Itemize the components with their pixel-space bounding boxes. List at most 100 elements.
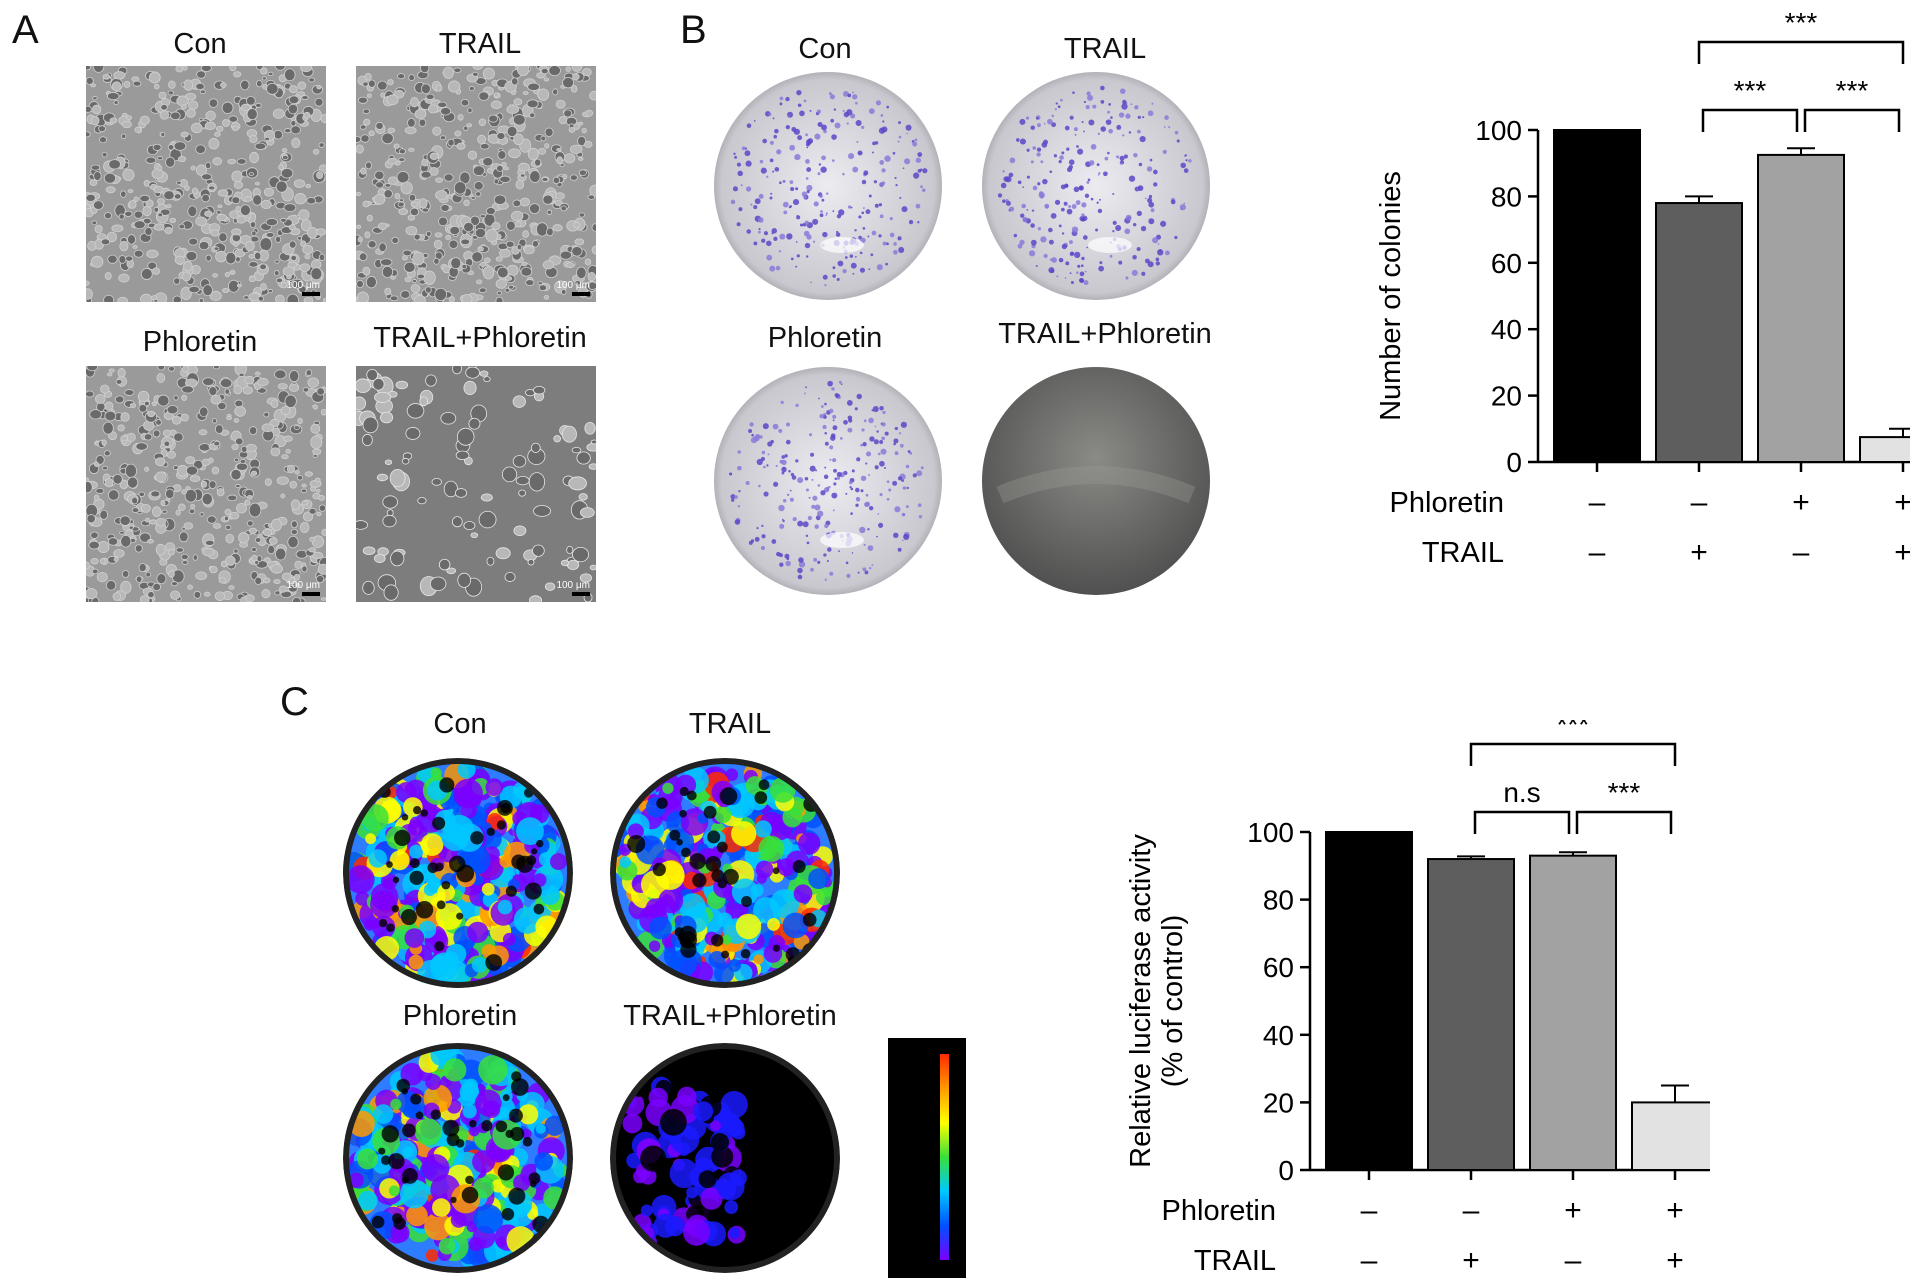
cell-mark (275, 180, 288, 193)
cell-mark (99, 509, 109, 520)
signal-blob (435, 903, 463, 930)
cell-mark (167, 90, 174, 96)
cell-mark (318, 253, 326, 261)
signal-blob (424, 1212, 452, 1241)
colony-dot (1058, 159, 1062, 164)
colony-dot (1108, 128, 1113, 134)
colony-dot (905, 505, 909, 509)
cell-mark (254, 576, 263, 585)
colony-dot (855, 119, 862, 127)
colony-dot (861, 428, 865, 432)
cell-mark (185, 486, 191, 490)
colony-dot (1147, 110, 1154, 117)
colony-dot (857, 150, 863, 156)
cell-mark (126, 115, 132, 121)
cell-mark (306, 197, 317, 205)
luciferase-heatmap-con (343, 758, 573, 988)
colony-dot (1087, 94, 1094, 101)
cell-mark (102, 74, 111, 80)
colony-dot (822, 424, 827, 430)
cell-mark (313, 404, 318, 410)
colony-dot (1002, 199, 1006, 203)
signal-blob (662, 782, 674, 794)
cell-mark (534, 158, 542, 167)
cell-mark (470, 532, 479, 539)
cell-mark (456, 142, 466, 150)
cell-mark (169, 217, 177, 224)
colony-dot (836, 471, 842, 477)
colony-dot (758, 217, 764, 223)
cell-mark (105, 580, 117, 591)
colony-dot (1152, 237, 1159, 244)
colony-dot (1021, 203, 1026, 209)
colony-dot (817, 172, 821, 176)
colony-dot (1086, 91, 1091, 96)
colony-dot (844, 256, 848, 259)
colony-dot (922, 168, 928, 174)
colony-dot (795, 241, 798, 243)
cell-mark (382, 514, 397, 528)
colony-dot (1176, 139, 1180, 143)
cell-mark (463, 199, 470, 207)
colony-dot (1096, 163, 1100, 167)
cell-mark (195, 82, 205, 91)
colony-dot (1158, 248, 1162, 252)
colony-dot (1013, 233, 1018, 238)
colony-dot (1155, 261, 1160, 266)
cell-mark (209, 565, 218, 574)
colony-dot (805, 488, 809, 492)
colony-dot (1061, 151, 1065, 155)
colony-dot (1026, 148, 1030, 152)
cell-mark (174, 255, 185, 265)
cell-mark (195, 216, 208, 227)
cell-mark (561, 425, 577, 443)
colony-dot (1086, 180, 1090, 184)
colony-dish-trail (980, 70, 1212, 302)
scale-bar: 100 μm (286, 580, 320, 596)
cell-mark (86, 76, 94, 85)
colony-dot (881, 168, 886, 173)
colony-dot (850, 206, 853, 209)
bar (1757, 153, 1845, 463)
cell-mark (363, 118, 371, 126)
signal-blob (710, 1133, 730, 1152)
cell-mark (496, 290, 502, 296)
colony-dot (884, 155, 891, 162)
cell-mark (90, 531, 99, 539)
colony-dot (826, 560, 829, 563)
cell-mark (245, 241, 255, 252)
signal-blob (693, 1101, 714, 1122)
colony-dot (1082, 235, 1088, 240)
colony-dot (806, 234, 812, 240)
cell-mark (113, 557, 119, 562)
cell-mark (96, 571, 108, 583)
cell-mark (274, 590, 281, 596)
signal-blob (450, 1211, 467, 1228)
colony-dot (794, 153, 801, 161)
cell-mark (585, 109, 594, 117)
colony-dot (741, 146, 746, 151)
cell-mark (151, 506, 162, 517)
colony-dot (1174, 130, 1179, 135)
colony-dot (1125, 214, 1132, 221)
colony-dot (1061, 243, 1068, 250)
colony-dot (1056, 275, 1059, 278)
colony-dot (806, 184, 813, 192)
signal-blob (388, 1185, 400, 1197)
signal-blob (357, 1190, 378, 1211)
cell-mark (204, 161, 212, 170)
cell-mark (293, 425, 300, 430)
cell-mark (485, 207, 496, 215)
cell-mark (240, 445, 248, 453)
cell-mark (589, 90, 596, 101)
colony-dot (865, 493, 869, 497)
cell-mark (513, 525, 527, 536)
cell-mark (185, 465, 199, 476)
colony-dot (1097, 174, 1100, 176)
cell-mark (439, 135, 446, 141)
colony-dot (1032, 185, 1038, 191)
cell-mark (552, 224, 563, 232)
colony-dot (881, 422, 886, 427)
signal-blob (649, 916, 672, 940)
colony-dot (1073, 127, 1078, 132)
